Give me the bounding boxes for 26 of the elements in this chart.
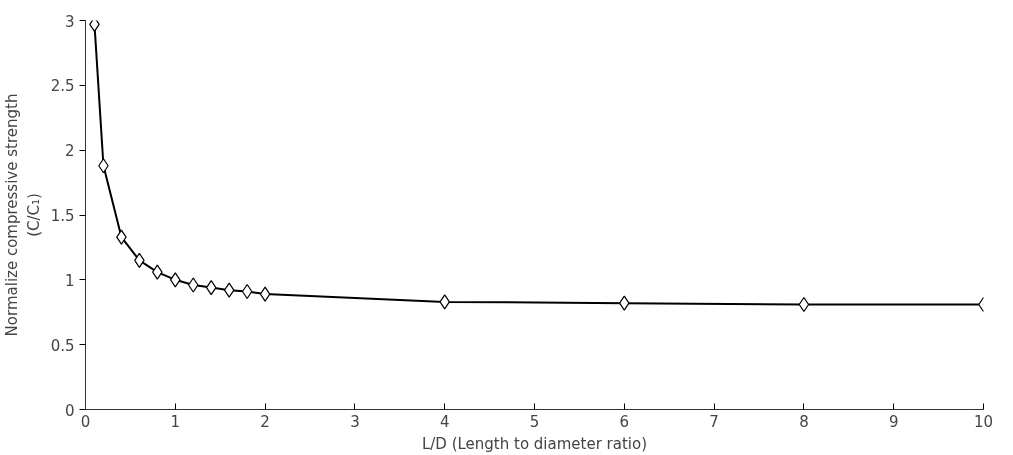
x-tick-label: 7	[709, 412, 719, 431]
point	[259, 286, 271, 302]
y-axis-title: Normalize compressive strength (C/C₁)	[3, 93, 43, 337]
x-tick-label: 8	[799, 412, 809, 431]
y-tick-label: 3	[64, 12, 75, 31]
point	[205, 280, 217, 296]
y-tick-label: 2	[64, 142, 75, 161]
point	[798, 296, 810, 313]
x-axis-title: L/D (Length to diameter ratio)	[421, 434, 648, 453]
point	[223, 282, 235, 298]
x-tick-label: 0	[80, 412, 91, 431]
point	[187, 277, 199, 293]
x-tick-label: 2	[260, 412, 270, 431]
point	[89, 20, 100, 32]
x-tick-label: 9	[888, 412, 899, 431]
y-tick-label: 0.5	[50, 336, 75, 355]
y-tick-label: 1	[64, 271, 75, 290]
x-tick-label: 6	[619, 412, 630, 431]
x-tick-label: 10	[973, 412, 994, 431]
y-tick-label: 2.5	[50, 77, 75, 96]
x-tick-label: 1	[170, 412, 181, 431]
x-tick-label: 5	[529, 412, 540, 431]
x-tick-label: 3	[350, 412, 360, 431]
x-tick-label: 4	[439, 412, 450, 431]
point	[241, 283, 253, 300]
y-tick-label: 1.5	[50, 207, 75, 225]
